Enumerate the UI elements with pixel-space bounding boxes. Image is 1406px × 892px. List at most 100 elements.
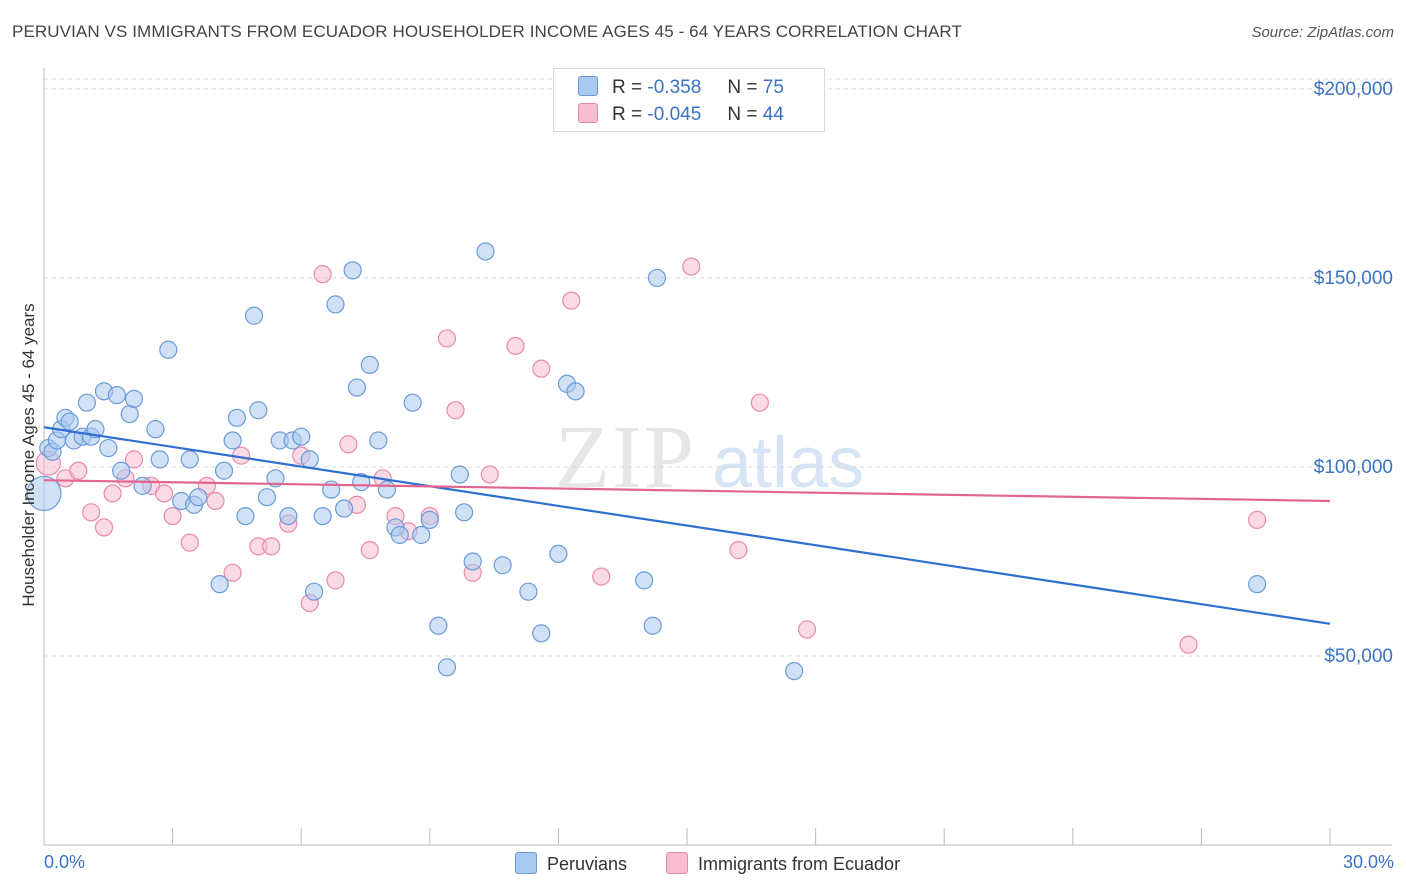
peruvian-point xyxy=(566,382,585,401)
y-tick-label: $100,000 xyxy=(1314,457,1393,478)
legend-r-label: R = xyxy=(612,104,643,125)
series-name-peruvians: Peruvians xyxy=(547,854,628,874)
legend-row-peruvians: R = -0.358 N = 75 xyxy=(578,76,784,100)
x-ticks xyxy=(172,828,1331,845)
peruvian-point xyxy=(26,475,62,512)
peruvian-point xyxy=(124,389,144,409)
peruvian-point xyxy=(304,582,324,601)
series-legend-ecuador: Immigrants from Ecuador xyxy=(666,852,900,875)
peruvian-point xyxy=(227,408,246,427)
peruvian-point xyxy=(347,378,367,397)
peruvian-point xyxy=(244,306,264,325)
peruvian-point xyxy=(532,624,551,643)
ecuador-point xyxy=(562,291,581,310)
legend-n-label: N = xyxy=(727,104,758,125)
ecuador-point xyxy=(206,491,225,511)
ecuador-point xyxy=(1248,510,1267,529)
peruvian-point xyxy=(214,461,234,480)
ecuador-point xyxy=(446,401,465,420)
ecuador-point xyxy=(750,393,769,412)
peruvian-point xyxy=(60,412,79,431)
ecuador-point xyxy=(262,537,281,556)
legend-n-label: N = xyxy=(727,77,758,98)
ecuador-point xyxy=(1179,635,1198,654)
ecuador-point xyxy=(532,359,551,378)
peruvian-point xyxy=(236,506,255,526)
y-tick-label: $50,000 xyxy=(1324,646,1393,667)
peruvian-point xyxy=(463,552,482,571)
ecuador-point xyxy=(797,620,817,639)
peruvian-point xyxy=(493,556,512,575)
x-min-label: 0.0% xyxy=(44,852,86,872)
series-swatch-blue xyxy=(515,852,537,874)
ecuador-point xyxy=(69,461,88,480)
y-tick-label: $200,000 xyxy=(1314,79,1393,100)
peruvian-point xyxy=(313,506,332,526)
ecuador-point xyxy=(506,336,525,356)
peruvian-point xyxy=(377,480,397,499)
peruvian-point xyxy=(420,510,439,529)
ecuador-point xyxy=(124,450,144,469)
x-max-label: 30.0% xyxy=(1342,852,1394,872)
series-legend: Peruvians Immigrants from Ecuador xyxy=(0,852,1406,878)
peruvian-point xyxy=(476,242,495,261)
series-swatch-pink xyxy=(666,852,688,874)
ecuador-point xyxy=(163,506,182,526)
ecuador-point xyxy=(682,257,701,276)
peruvian-point xyxy=(249,401,268,420)
legend-swatch-blue xyxy=(578,76,598,96)
source-label: Source: ZipAtlas.com xyxy=(1251,24,1394,41)
peruvian-point xyxy=(403,393,422,412)
peruvian-point xyxy=(519,582,538,601)
peruvian-point xyxy=(77,393,96,412)
ecuador-trend-line xyxy=(43,479,1331,503)
peruvian-point xyxy=(549,544,568,564)
ecuador-point xyxy=(729,541,748,560)
ecuador-point xyxy=(94,518,114,537)
ecuador-point xyxy=(360,541,379,560)
legend-n-value: 75 xyxy=(762,77,784,98)
peruvian-point xyxy=(292,427,311,446)
peruvian-point xyxy=(266,469,285,488)
peruvian-point xyxy=(437,658,457,677)
peruvian-point xyxy=(454,503,474,522)
peruvian-point xyxy=(390,525,409,545)
ecuador-point xyxy=(313,265,332,284)
peruvian-point xyxy=(334,499,354,518)
series-name-ecuador: Immigrants from Ecuador xyxy=(698,854,901,874)
legend-n-value: 44 xyxy=(762,104,784,125)
peruvian-point xyxy=(343,261,362,280)
peruvian-point xyxy=(647,268,667,288)
peruvian-point xyxy=(107,386,126,405)
peruvian-point xyxy=(146,420,165,439)
ecuador-point xyxy=(82,503,101,522)
ecuador-point xyxy=(326,571,345,590)
y-tick-labels: $50,000 $100,000 $150,000 $200,000 xyxy=(1314,79,1393,667)
peruvian-point xyxy=(180,450,199,469)
watermark-zip: ZIP xyxy=(555,408,696,507)
ecuador-point xyxy=(480,465,499,484)
peruvian-point xyxy=(133,476,152,495)
legend-r-value: -0.045 xyxy=(647,104,702,125)
peruvian-point xyxy=(785,661,804,681)
peruvian-point xyxy=(326,295,345,314)
y-tick-label: $150,000 xyxy=(1314,268,1393,289)
peruvian-point xyxy=(120,404,139,424)
peruvian-point xyxy=(412,525,431,545)
chart-title: PERUVIAN VS IMMIGRANTS FROM ECUADOR HOUS… xyxy=(12,22,962,41)
peruvian-point xyxy=(99,438,118,458)
gridlines xyxy=(44,78,1392,657)
ecuador-point xyxy=(339,435,358,454)
peruvian-point xyxy=(150,450,169,469)
peruvian-point xyxy=(189,488,208,507)
trend-lines xyxy=(43,426,1331,625)
peruvian-point xyxy=(210,575,229,594)
peruvian-point xyxy=(159,340,178,359)
peruvian-point xyxy=(450,465,469,484)
peruvian-point xyxy=(369,431,388,450)
ecuador-point xyxy=(592,567,611,586)
peruvian-point xyxy=(279,506,298,526)
ecuador-point xyxy=(154,484,174,503)
peruvian-point xyxy=(112,461,131,480)
